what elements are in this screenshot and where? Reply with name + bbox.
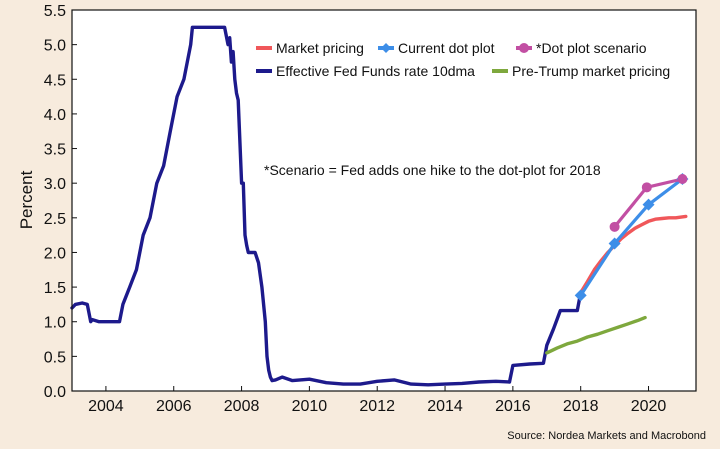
dot-plot-marker bbox=[574, 289, 587, 302]
legend-label-effr: Effective Fed Funds rate 10dma bbox=[276, 63, 475, 79]
scenario-marker bbox=[609, 221, 620, 232]
y-tick-label: 4.0 bbox=[44, 107, 66, 124]
y-tick-label: 0.0 bbox=[44, 384, 66, 401]
y-tick-label: 5.5 bbox=[44, 3, 66, 20]
legend-label-market: Market pricing bbox=[276, 40, 364, 56]
scenario-marker bbox=[641, 182, 652, 193]
dot-plot-marker bbox=[642, 198, 655, 211]
scenario-marker bbox=[677, 174, 688, 185]
series-line-dot bbox=[579, 177, 685, 297]
y-tick-label: 0.5 bbox=[44, 349, 66, 366]
source-note: Source: Nordea Markets and Macrobond bbox=[507, 430, 706, 442]
axes: 0.0 0.5 1.0 1.5 2.0 2.5 3.0 3.5 4.0 4.5 5.0 5.5 2004… bbox=[44, 3, 697, 415]
x-tick-label: 2008 bbox=[224, 398, 260, 415]
series-line-pretrump bbox=[545, 315, 647, 355]
legend-marker-dot bbox=[381, 43, 391, 53]
y-tick-label: 5.0 bbox=[44, 38, 66, 55]
x-tick-label: 2018 bbox=[563, 398, 599, 415]
series-group bbox=[70, 25, 688, 387]
x-tick-label: 2014 bbox=[427, 398, 463, 415]
x-tick-label: 2006 bbox=[156, 398, 192, 415]
annotation: *Scenario = Fed adds one hike to the dot… bbox=[264, 162, 601, 178]
legend-label-dot: Current dot plot bbox=[398, 40, 495, 56]
y-tick-label: 3.0 bbox=[44, 176, 66, 193]
series-line-effr bbox=[70, 25, 583, 387]
plot-frame bbox=[71, 9, 697, 392]
y-tick-label: 1.0 bbox=[44, 315, 66, 332]
x-tick-label: 2010 bbox=[292, 398, 328, 415]
y-tick-label: 4.5 bbox=[44, 72, 66, 89]
x-tick-label: 2012 bbox=[359, 398, 395, 415]
markers-group bbox=[574, 173, 689, 302]
legend: Market pricing Current dot plot *Dot plot … bbox=[256, 40, 670, 79]
y-tick-label: 1.5 bbox=[44, 280, 66, 297]
x-tick-label: 2020 bbox=[631, 398, 667, 415]
dot-plot-marker bbox=[608, 237, 621, 250]
y-tick-label: 3.5 bbox=[44, 142, 66, 159]
y-axis-label: Percent bbox=[17, 170, 36, 229]
legend-marker-scenario bbox=[519, 43, 529, 53]
plot-background bbox=[72, 10, 696, 391]
y-tick-label: 2.5 bbox=[44, 211, 66, 228]
y-tick-label: 2.0 bbox=[44, 245, 66, 262]
legend-label-scenario: *Dot plot scenario bbox=[536, 40, 647, 56]
series-line-market bbox=[579, 214, 688, 295]
x-tick-label: 2016 bbox=[495, 398, 531, 415]
x-tick-label: 2004 bbox=[88, 398, 124, 415]
legend-label-pretrump: Pre-Trump market pricing bbox=[512, 63, 670, 79]
